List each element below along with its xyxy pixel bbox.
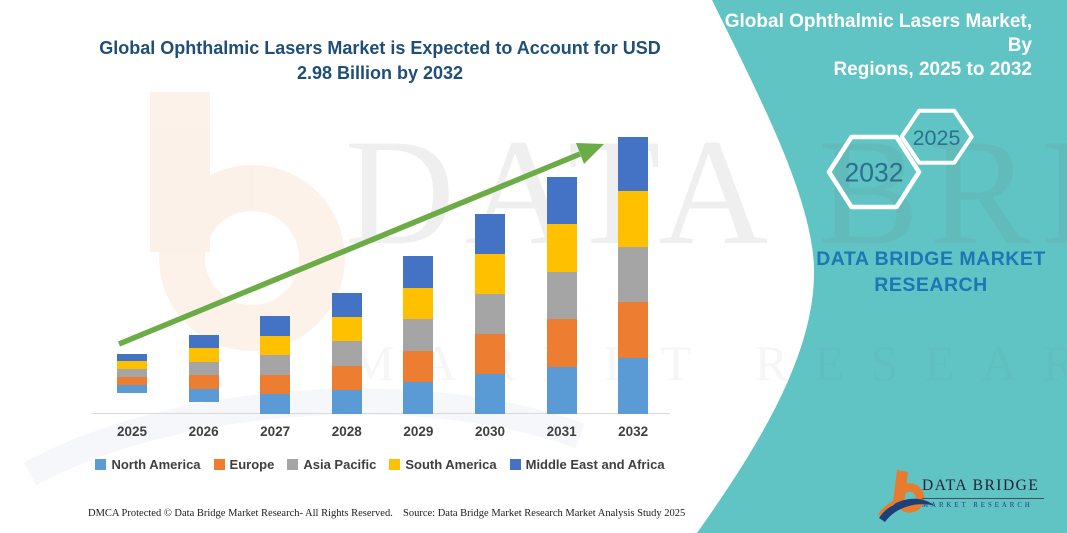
bar-segment-europe bbox=[618, 302, 649, 359]
faint-swoosh-watermark bbox=[23, 388, 585, 486]
x-axis-label-2029: 2029 bbox=[403, 424, 434, 439]
x-axis-label-2027: 2027 bbox=[260, 424, 291, 439]
bar-segment-europe bbox=[403, 350, 434, 383]
x-axis-label-2031: 2031 bbox=[546, 424, 577, 439]
brand-wordmark-line2: RESEARCH bbox=[874, 274, 988, 296]
legend-item-north-america: North America bbox=[95, 456, 201, 472]
logo-navy-swoosh bbox=[879, 498, 935, 522]
bar-segment-europe bbox=[331, 365, 362, 390]
bar-segment-north-america bbox=[403, 382, 434, 415]
legend-label: North America bbox=[111, 456, 201, 472]
bar-segment-europe bbox=[546, 319, 577, 367]
bar-segment-south-america bbox=[403, 287, 434, 320]
source-footer-text: Source: Data Bridge Market Research Mark… bbox=[403, 508, 686, 519]
x-axis-line bbox=[92, 413, 670, 414]
bar-segment-asia-pacific bbox=[475, 294, 505, 335]
bar-segment-north-america bbox=[331, 389, 362, 414]
x-axis-label-2026: 2026 bbox=[188, 424, 219, 439]
bar-segment-south-america bbox=[331, 317, 362, 342]
teal-panel bbox=[697, 0, 1067, 533]
bar-segment-south-america bbox=[618, 190, 649, 247]
legend-swatch bbox=[287, 458, 299, 470]
bar-segment-asia-pacific bbox=[618, 246, 649, 303]
bar-segment-north-america bbox=[618, 358, 649, 414]
stacked-bar-2027 bbox=[260, 316, 291, 415]
chart-title: Global Ophthalmic Lasers Market is Expec… bbox=[90, 36, 670, 86]
chart-legend: North America Europe Asia Pacific South Ame… bbox=[80, 456, 680, 472]
legend-label: Asia Pacific bbox=[303, 456, 377, 472]
bar-segment-north-america bbox=[117, 385, 147, 393]
right-panel-title-line2: Regions, 2025 to 2032 bbox=[833, 59, 1032, 80]
bar-segment-europe bbox=[260, 374, 291, 395]
data-bridge-logo-text: DATA BRIDGE MARKET RESEARCH bbox=[922, 477, 1044, 509]
brand-wordmark: DATA BRIDGE MARKET RESEARCH bbox=[776, 246, 1067, 298]
bar-segment-south-america bbox=[546, 224, 577, 272]
bar-segment-asia-pacific bbox=[260, 355, 291, 375]
stacked-bar-2026 bbox=[188, 334, 219, 414]
bar-segment-south-america bbox=[475, 254, 505, 295]
stacked-bar-2031 bbox=[546, 176, 577, 414]
bar-segment-europe bbox=[117, 377, 147, 385]
bar-segment-europe bbox=[475, 334, 505, 374]
bar-segment-middle-east-and-africa bbox=[188, 334, 219, 349]
legend-swatch bbox=[213, 458, 225, 470]
bar-segment-europe bbox=[188, 375, 219, 389]
legend-swatch bbox=[389, 458, 401, 470]
faint-logo-b-watermark bbox=[150, 92, 345, 351]
bar-segment-asia-pacific bbox=[403, 319, 434, 351]
bar-segment-asia-pacific bbox=[188, 361, 219, 376]
legend-label: Europe bbox=[229, 456, 275, 472]
right-panel-title: Global Ophthalmic Lasers Market, By Regi… bbox=[702, 10, 1032, 82]
bar-segment-north-america bbox=[546, 366, 577, 414]
stacked-bar-2025 bbox=[117, 353, 147, 414]
legend-label: South America bbox=[405, 456, 497, 472]
x-axis-label-2032: 2032 bbox=[618, 424, 649, 439]
bar-segment-middle-east-and-africa bbox=[618, 136, 649, 191]
x-axis-label-2030: 2030 bbox=[474, 424, 506, 439]
logo-b-bowl bbox=[894, 483, 925, 513]
bar-segment-asia-pacific bbox=[331, 341, 362, 366]
chart-title-line1: Global Ophthalmic Lasers Market is Expec… bbox=[99, 38, 661, 58]
bar-segment-middle-east-and-africa bbox=[475, 214, 505, 255]
stacked-bar-2030 bbox=[475, 214, 505, 414]
bar-segment-north-america bbox=[475, 374, 505, 414]
bar-segment-south-america bbox=[188, 348, 219, 362]
stacked-bar-2028 bbox=[331, 293, 362, 414]
bar-segment-north-america bbox=[188, 388, 219, 403]
dmca-footer-text: DMCA Protected © Data Bridge Market Rese… bbox=[88, 508, 393, 519]
brand-wordmark-line1: DATA BRIDGE MARKET bbox=[816, 248, 1046, 270]
bar-segment-asia-pacific bbox=[546, 271, 577, 320]
bar-segment-middle-east-and-africa bbox=[260, 316, 291, 336]
logo-subtitle: MARKET RESEARCH bbox=[922, 502, 1033, 509]
bar-segment-asia-pacific bbox=[117, 369, 147, 378]
chart-title-line2: 2.98 Billion by 2032 bbox=[296, 63, 464, 83]
legend-item-asia-pacific: Asia Pacific bbox=[287, 457, 376, 472]
bar-segment-south-america bbox=[117, 361, 147, 370]
bar-segment-middle-east-and-africa bbox=[117, 353, 147, 362]
bar-segment-north-america bbox=[260, 394, 291, 415]
bar-segment-middle-east-and-africa bbox=[403, 255, 434, 288]
legend-item-south-america: South America bbox=[389, 456, 497, 472]
watermark-market-research: MARKET RESEARCH bbox=[350, 335, 1067, 391]
legend-label: Middle East and Africa bbox=[525, 456, 665, 472]
x-axis-label-2028: 2028 bbox=[331, 424, 362, 439]
legend-swatch bbox=[95, 458, 107, 470]
data-bridge-logo-icon bbox=[878, 470, 935, 522]
legend-item-middle-east-and-africa: Middle East and Africa bbox=[509, 456, 665, 472]
legend-item-europe: Europe bbox=[213, 456, 275, 472]
bar-segment-middle-east-and-africa bbox=[331, 293, 362, 318]
x-axis-label-2025: 2025 bbox=[116, 424, 148, 439]
right-panel-title-line1: Global Ophthalmic Lasers Market, By bbox=[724, 11, 1032, 56]
legend-swatch bbox=[509, 458, 521, 470]
bar-segment-south-america bbox=[260, 335, 291, 356]
stacked-bar-2032 bbox=[618, 136, 649, 414]
stacked-bar-2029 bbox=[403, 255, 434, 415]
logo-name: DATA BRIDGE bbox=[922, 477, 1044, 499]
bar-segment-middle-east-and-africa bbox=[546, 176, 577, 225]
logo-orange-arc bbox=[878, 500, 896, 516]
